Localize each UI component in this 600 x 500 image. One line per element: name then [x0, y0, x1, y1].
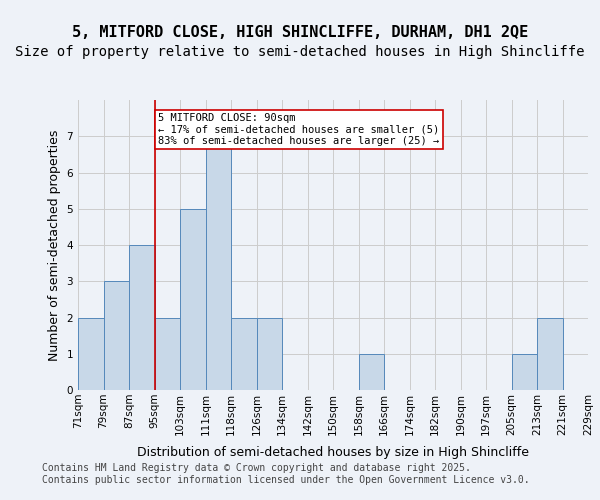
Text: Size of property relative to semi-detached houses in High Shincliffe: Size of property relative to semi-detach… — [15, 45, 585, 59]
Bar — [359, 354, 384, 390]
Bar — [180, 209, 205, 390]
Text: 5, MITFORD CLOSE, HIGH SHINCLIFFE, DURHAM, DH1 2QE: 5, MITFORD CLOSE, HIGH SHINCLIFFE, DURHA… — [72, 25, 528, 40]
Bar — [231, 318, 257, 390]
Bar — [205, 136, 231, 390]
Text: 5 MITFORD CLOSE: 90sqm
← 17% of semi-detached houses are smaller (5)
83% of semi: 5 MITFORD CLOSE: 90sqm ← 17% of semi-det… — [158, 112, 440, 146]
Bar — [104, 281, 129, 390]
X-axis label: Distribution of semi-detached houses by size in High Shincliffe: Distribution of semi-detached houses by … — [137, 446, 529, 459]
Bar — [129, 245, 155, 390]
Bar — [511, 354, 537, 390]
Bar — [257, 318, 282, 390]
Bar — [78, 318, 104, 390]
Y-axis label: Number of semi-detached properties: Number of semi-detached properties — [48, 130, 61, 360]
Text: Contains HM Land Registry data © Crown copyright and database right 2025.
Contai: Contains HM Land Registry data © Crown c… — [42, 464, 530, 485]
Bar — [155, 318, 180, 390]
Bar — [537, 318, 563, 390]
